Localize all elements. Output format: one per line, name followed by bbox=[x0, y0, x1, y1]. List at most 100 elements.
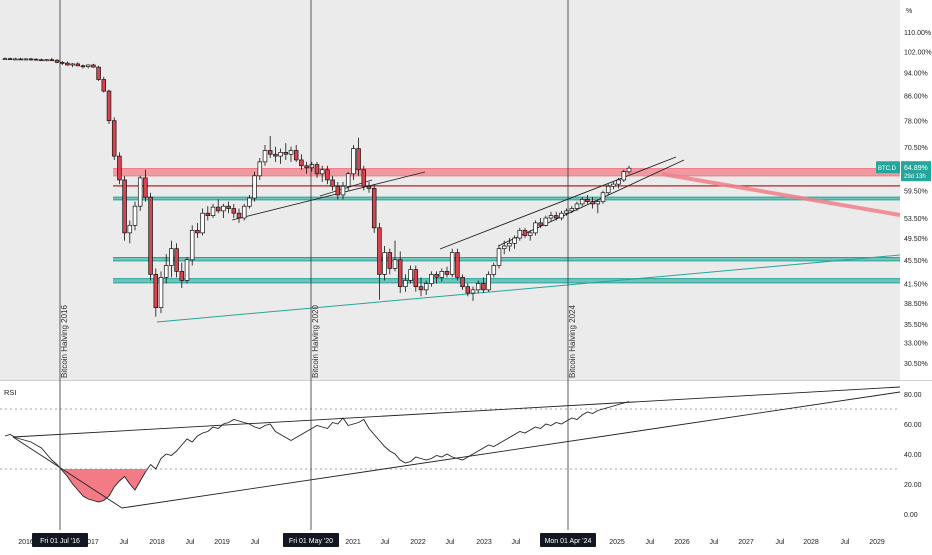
time-axis-label: 2021 bbox=[345, 539, 361, 546]
price-axis-tick: 59.50% bbox=[904, 189, 928, 196]
price-axis-tick: 33.00% bbox=[904, 341, 928, 348]
candle-body bbox=[127, 224, 133, 234]
candle-body bbox=[538, 222, 543, 226]
time-highlight-badge bbox=[283, 533, 339, 547]
candle-body bbox=[470, 289, 476, 294]
candle-body bbox=[293, 150, 299, 161]
rsi-pane-background[interactable] bbox=[0, 380, 900, 530]
candle-body bbox=[590, 201, 595, 205]
candle-body bbox=[195, 229, 200, 234]
candle-body bbox=[465, 286, 471, 294]
candle-body bbox=[579, 199, 585, 205]
time-axis-label: Jul bbox=[776, 539, 785, 546]
candle-body bbox=[65, 62, 70, 66]
candle-body bbox=[481, 283, 486, 291]
candle-body bbox=[309, 164, 315, 169]
rsi-trendline bbox=[12, 386, 901, 438]
candle-body bbox=[278, 151, 283, 157]
candle-body bbox=[605, 185, 611, 194]
candle-body bbox=[319, 169, 325, 175]
candle-body bbox=[626, 167, 632, 173]
candle-body bbox=[356, 148, 361, 171]
candle-body bbox=[460, 277, 465, 288]
rsi-line bbox=[4, 401, 630, 503]
price-axis-background[interactable] bbox=[900, 0, 932, 550]
candle-body bbox=[475, 283, 481, 291]
candle-body bbox=[283, 151, 289, 155]
candle-body bbox=[2, 58, 8, 61]
zone-support bbox=[113, 197, 900, 200]
candle-body bbox=[340, 185, 346, 196]
candle-body bbox=[351, 148, 356, 175]
candle-body bbox=[491, 265, 497, 275]
candle-body bbox=[413, 269, 419, 288]
candle-body bbox=[85, 64, 91, 67]
price-axis-tick: 41.50% bbox=[904, 282, 928, 289]
time-highlight-badge bbox=[540, 533, 596, 547]
time-axis-label: Jul bbox=[120, 539, 129, 546]
symbol-label: BTC.D bbox=[878, 166, 897, 172]
candle-body bbox=[377, 227, 382, 275]
rsi-oversold-fill bbox=[62, 469, 146, 502]
candle-body bbox=[507, 242, 512, 247]
candle-body bbox=[132, 205, 138, 226]
time-axis-label: 2016 bbox=[18, 539, 34, 546]
candle-body bbox=[241, 205, 247, 219]
candle-body bbox=[39, 59, 44, 62]
price-axis-tick: 35.50% bbox=[904, 322, 928, 329]
price-unit-label: % bbox=[906, 8, 912, 15]
time-axis-background[interactable] bbox=[0, 530, 900, 550]
candle-body bbox=[611, 183, 616, 187]
candle-body bbox=[366, 185, 372, 189]
candle-body bbox=[75, 63, 81, 67]
candle-body bbox=[371, 188, 377, 229]
candle-body bbox=[449, 252, 455, 275]
time-highlight-badge bbox=[32, 533, 88, 547]
trendlines-layer bbox=[156, 156, 901, 323]
candle-body bbox=[247, 197, 252, 207]
candle-body bbox=[163, 265, 169, 278]
rsi-axis-tick: 20.00 bbox=[904, 482, 922, 489]
rsi-axis-tick: 0.00 bbox=[904, 512, 918, 519]
zone-support bbox=[113, 257, 900, 261]
candle-body bbox=[179, 271, 185, 281]
candle-body bbox=[361, 169, 367, 187]
candle-body bbox=[397, 259, 403, 288]
candle-body bbox=[517, 229, 523, 239]
price-axis-tick: 70.50% bbox=[904, 145, 928, 152]
rsi-axis-tick: 80.00 bbox=[904, 392, 922, 399]
candle-body bbox=[455, 252, 460, 278]
candle-body bbox=[423, 283, 429, 291]
time-axis-label: 2028 bbox=[803, 539, 819, 546]
price-axis-tick: 86.00% bbox=[904, 94, 928, 101]
candle-body bbox=[231, 208, 237, 214]
candle-body bbox=[252, 175, 257, 199]
price-axis-tick: 53.50% bbox=[904, 216, 928, 223]
rsi-pane-label: RSI bbox=[4, 388, 17, 397]
candle-body bbox=[486, 274, 491, 291]
candle-body bbox=[267, 150, 273, 155]
rsi-trendline bbox=[121, 391, 901, 509]
countdown-value: 29d 13h bbox=[904, 174, 926, 180]
candle-body bbox=[553, 215, 559, 219]
candle-body bbox=[137, 177, 143, 207]
rsi-axis-tick: 40.00 bbox=[904, 452, 922, 459]
candle-body bbox=[522, 229, 528, 236]
time-axis-label: Jul bbox=[841, 539, 850, 546]
candle-body bbox=[585, 199, 590, 202]
time-axis-label: 2017 bbox=[83, 539, 99, 546]
candle-body bbox=[616, 179, 621, 185]
candle-body bbox=[595, 201, 601, 205]
candle-body bbox=[28, 58, 34, 61]
price-axis-tick: 102.00% bbox=[904, 49, 932, 56]
candle-body bbox=[184, 259, 190, 281]
candle-body bbox=[403, 280, 408, 288]
zone-resistance bbox=[113, 168, 900, 176]
candle-body bbox=[434, 274, 439, 278]
candle-body bbox=[262, 150, 268, 163]
price-axis-tick: 49.50% bbox=[904, 236, 928, 243]
candle-body bbox=[143, 177, 148, 198]
time-axis-label: 2019 bbox=[214, 539, 230, 546]
